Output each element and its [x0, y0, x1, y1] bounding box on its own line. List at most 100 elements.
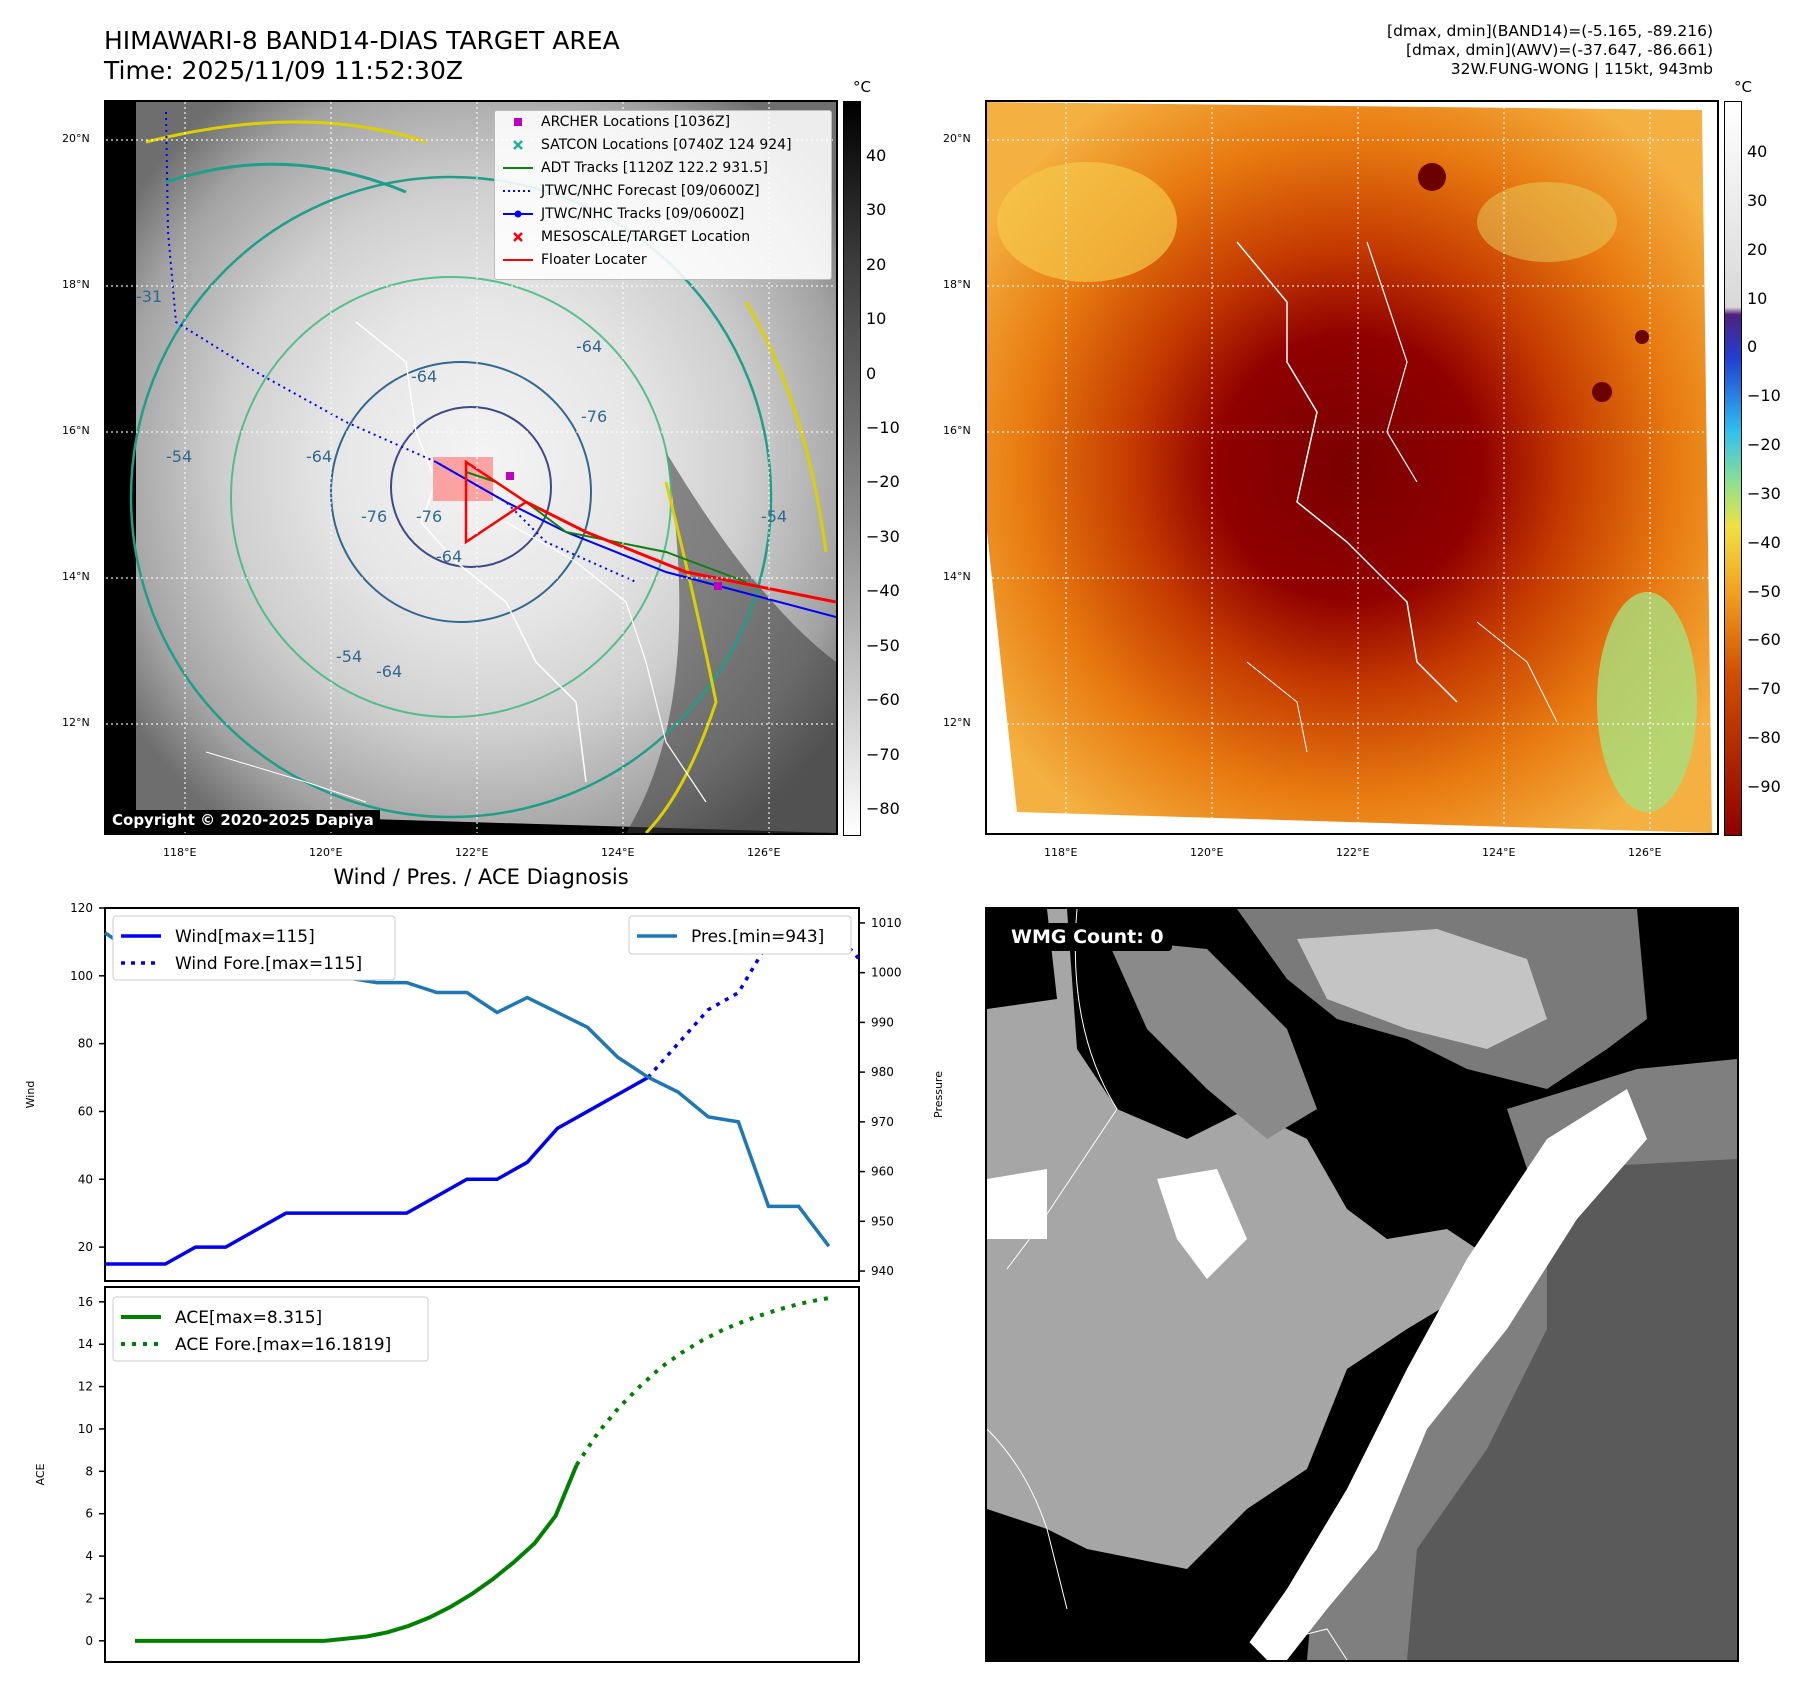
ace-legend-box — [112, 1296, 429, 1362]
legend-label-archer: ARCHER Locations [1036Z] — [541, 114, 731, 130]
pressure-axis-label: Pressure — [932, 1071, 945, 1118]
awv-lat-label-20n: 20°N — [943, 132, 971, 145]
legend-item-adt: ADT Tracks [1120Z 122.2 931.5] — [503, 160, 768, 176]
ace-series-line-1 — [574, 1296, 830, 1467]
ir-lon-label-124e: 124°E — [601, 846, 635, 859]
awv-lon-label-118e: 118°E — [1044, 846, 1078, 859]
ace-ytick-label: 10 — [78, 1422, 93, 1436]
wind-legend-box — [112, 915, 396, 981]
awv-lon-label-126e: 126°E — [1628, 846, 1662, 859]
awv-cb-tick-12: −70 — [1747, 679, 1781, 698]
awv-cb-tick-2: 30 — [1747, 191, 1768, 210]
legend-item-floater: Floater Locater — [503, 252, 647, 268]
awv-cb-tick-1: 40 — [1747, 142, 1768, 161]
ir-cb-tick-8: −30 — [866, 527, 900, 546]
awv-cb-tick-14: −90 — [1747, 777, 1781, 796]
ir-cb-tick-2: 30 — [866, 200, 887, 219]
diagnosis-title: Wind / Pres. / ACE Diagnosis — [333, 865, 629, 889]
map-legend: ARCHER Locations [1036Z] SATCON Location… — [494, 110, 832, 280]
legend-label-jtwc-forecast: JTWC/NHC Forecast [09/0600Z] — [541, 183, 760, 199]
ir-lon-label-118e: 118°E — [163, 846, 197, 859]
ir-cb-tick-6: −10 — [866, 418, 900, 437]
legend-item-archer: ARCHER Locations [1036Z] — [503, 114, 730, 130]
figure-title: HIMAWARI-8 BAND14-DIAS TARGET AREA Time:… — [104, 26, 620, 86]
pressure-legend-label: Pres.[min=943] — [691, 927, 824, 947]
awv-cb-tick-10: −50 — [1747, 582, 1781, 601]
ir-cb-tick-10: −50 — [866, 636, 900, 655]
jtwc-track-line-icon — [503, 210, 533, 218]
wmg-panel: WMG Count: 0 — [985, 907, 1739, 1662]
contour-label-12: -54 — [761, 507, 787, 526]
awv-cb-tick-6: −10 — [1747, 386, 1781, 405]
awv-lat-label-12n: 12°N — [943, 716, 971, 729]
awv-map-panel — [985, 100, 1719, 835]
ace-ytick-label: 4 — [85, 1549, 93, 1563]
pressure-ytick-label: 960 — [871, 1165, 894, 1179]
ir-lat-label-12n: 12°N — [62, 716, 90, 729]
pressure-ytick-label: 1010 — [871, 916, 902, 930]
ir-lon-label-122e: 122°E — [455, 846, 489, 859]
title-line-1: HIMAWARI-8 BAND14-DIAS TARGET AREA — [104, 26, 620, 55]
ir-cb-tick-13: −80 — [866, 799, 900, 818]
floater-line-icon — [503, 259, 533, 261]
wind-ytick-label: 120 — [70, 901, 93, 915]
ace-series-line-0 — [135, 1464, 579, 1643]
ir-cb-tick-3: 20 — [866, 255, 887, 274]
ir-colorbar-unit: °C — [853, 78, 871, 96]
stats-block: [dmax, dmin](BAND14)=(-5.165, -89.216) [… — [1387, 22, 1713, 79]
awv-lat-label-16n: 16°N — [943, 424, 971, 437]
jtwc-forecast-line-icon — [503, 190, 533, 192]
wind-ytick-label: 100 — [70, 969, 93, 983]
pressure-ytick-label: 980 — [871, 1065, 894, 1079]
awv-lon-label-124e: 124°E — [1482, 846, 1516, 859]
legend-item-satcon: SATCON Locations [0740Z 124 924] — [503, 137, 792, 153]
awv-lon-label-120e: 120°E — [1190, 846, 1224, 859]
satcon-marker-icon — [513, 140, 523, 150]
ace-ytick-label: 14 — [78, 1337, 93, 1351]
contour-label-3: -64 — [576, 337, 602, 356]
wind-ytick-label: 20 — [78, 1240, 93, 1254]
ir-cb-tick-12: −70 — [866, 745, 900, 764]
awv-cb-tick-4: 10 — [1747, 289, 1768, 308]
ir-lat-label-20n: 20°N — [62, 132, 90, 145]
ace-ytick-label: 6 — [85, 1507, 93, 1521]
stats-line-2: [dmax, dmin](AWV)=(-37.647, -86.661) — [1406, 41, 1713, 59]
ir-lat-label-14n: 14°N — [62, 570, 90, 583]
ir-colorbar — [843, 101, 861, 836]
legend-label-jtwc-tracks: JTWC/NHC Tracks [09/0600Z] — [541, 206, 745, 222]
ir-cb-tick-11: −60 — [866, 690, 900, 709]
ace-legend-label-0: ACE[max=8.315] — [175, 1308, 322, 1328]
ir-lat-label-18n: 18°N — [62, 278, 90, 291]
pressure-ytick-label: 1000 — [871, 966, 902, 980]
awv-colorbar-unit: °C — [1734, 78, 1752, 96]
awv-cb-tick-8: −30 — [1747, 484, 1781, 503]
contour-label-7: -64 — [436, 547, 462, 566]
awv-cb-tick-13: −80 — [1747, 728, 1781, 747]
ir-map-panel: -64 -76 -64 -76 -64 -76 -64 -54 -54 -64 … — [104, 100, 838, 835]
legend-item-jtwc-forecast: JTWC/NHC Forecast [09/0600Z] — [503, 183, 760, 199]
awv-cb-tick-3: 20 — [1747, 240, 1768, 259]
ace-ytick-label: 2 — [85, 1591, 93, 1605]
ir-map-image: -64 -76 -64 -76 -64 -76 -64 -54 -54 -64 … — [106, 102, 836, 833]
wind-ytick-label: 80 — [78, 1037, 93, 1051]
legend-label-adt: ADT Tracks [1120Z 122.2 931.5] — [541, 160, 768, 176]
stats-line-3: 32W.FUNG-WONG | 115kt, 943mb — [1450, 60, 1713, 78]
legend-label-floater: Floater Locater — [541, 252, 647, 268]
contour-label-5: -64 — [306, 447, 332, 466]
pressure-ytick-label: 950 — [871, 1214, 894, 1228]
awv-colorbar — [1724, 101, 1742, 836]
mesoscale-marker-icon — [513, 232, 523, 242]
ace-axis-label: ACE — [34, 1463, 47, 1485]
contour-label-1: -64 — [411, 367, 437, 386]
ir-cb-tick-7: −20 — [866, 472, 900, 491]
wind-axis-label: Wind — [24, 1081, 37, 1109]
wind-legend-label-0: Wind[max=115] — [175, 927, 315, 947]
ace-legend-label-1: ACE Fore.[max=16.1819] — [175, 1335, 391, 1355]
contour-label-10: -64 — [376, 662, 402, 681]
ir-cb-tick-9: −40 — [866, 581, 900, 600]
awv-lat-label-14n: 14°N — [943, 570, 971, 583]
ir-cb-tick-5: 0 — [866, 364, 877, 383]
ir-lat-label-16n: 16°N — [62, 424, 90, 437]
ace-ytick-label: 8 — [85, 1464, 93, 1478]
ir-lon-label-126e: 126°E — [747, 846, 781, 859]
